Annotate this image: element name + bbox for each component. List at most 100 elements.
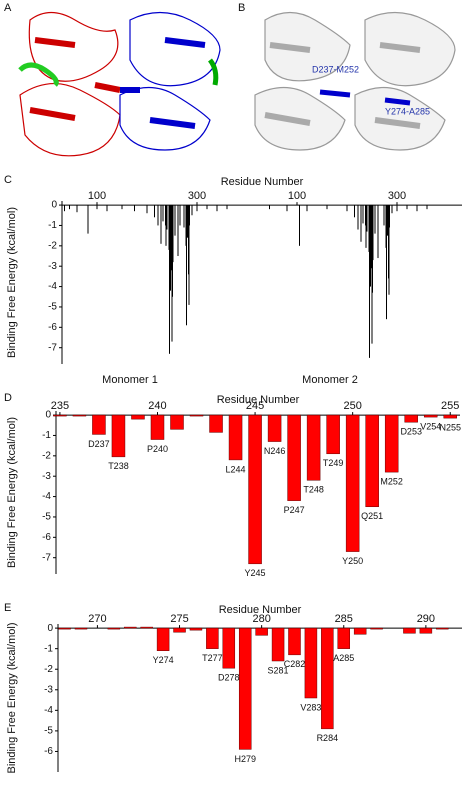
bar-label: N255 (439, 423, 461, 433)
bar (354, 205, 355, 218)
y-tick-label: -1 (48, 220, 57, 231)
x-tick-label: 235 (51, 400, 69, 412)
annotation: Monomer 2 (302, 374, 358, 386)
bar-label: Y274 (153, 655, 174, 665)
x-tick-label: 245 (246, 400, 264, 412)
bar (337, 627, 351, 649)
bar (156, 627, 170, 651)
bar (388, 205, 390, 295)
bar (96, 205, 98, 210)
bar (360, 205, 362, 242)
y-tick-label: -3 (48, 261, 57, 272)
bar-label: Y245 (245, 568, 266, 578)
bar (179, 205, 181, 226)
bar (238, 627, 252, 750)
bar (206, 627, 219, 649)
bar (134, 205, 135, 212)
bar-label: P240 (147, 444, 168, 454)
panel-label: B (238, 2, 245, 14)
x-tick-label: 255 (441, 400, 459, 412)
y-axis-label: Binding Free Energy (kcal/mol) (6, 622, 18, 773)
bar-label: L244 (226, 464, 246, 474)
x-tick-label: 300 (188, 190, 206, 202)
bar (306, 205, 308, 212)
x-tick-label: 250 (343, 400, 361, 412)
bar (304, 627, 318, 699)
bar (177, 205, 179, 257)
bar (64, 205, 65, 212)
bar (186, 205, 187, 326)
bar (345, 414, 360, 552)
bar (92, 414, 106, 435)
bar (74, 627, 88, 630)
bar-label: D253 (400, 427, 422, 437)
structure-a (18, 11, 221, 157)
bar-label: R284 (317, 733, 339, 743)
bar (374, 205, 376, 234)
x-tick-label: 300 (388, 190, 406, 202)
bar (228, 414, 243, 461)
y-tick-label: -7 (42, 552, 51, 563)
bar (189, 414, 204, 417)
y-tick-label: -6 (44, 746, 53, 757)
bar (365, 205, 367, 248)
y-tick-label: -7 (48, 342, 57, 353)
y-tick-label: -6 (48, 322, 57, 333)
y-tick-label: 0 (45, 410, 51, 421)
bar-label: V254 (420, 421, 441, 431)
bar (370, 627, 383, 630)
bar (416, 205, 418, 212)
bar (146, 205, 148, 214)
bar (372, 205, 374, 261)
bar (222, 627, 236, 669)
bar (267, 414, 282, 442)
bar (353, 627, 367, 635)
bar (140, 626, 153, 629)
bar (189, 627, 203, 631)
bar-label: V283 (300, 702, 321, 712)
bar-label: Q251 (361, 511, 383, 521)
bar-label: T277 (202, 653, 223, 663)
y-tick-label: -4 (48, 281, 57, 292)
bar (443, 414, 457, 419)
bar (426, 205, 428, 210)
bar (189, 205, 190, 226)
bar (403, 627, 416, 634)
y-tick-label: 0 (47, 623, 53, 634)
bar (396, 205, 398, 212)
bar-label: A285 (333, 653, 354, 663)
bar-label: D237 (88, 439, 110, 449)
bar (166, 205, 168, 230)
x-tick-label: 240 (148, 400, 166, 412)
bar-label: T238 (108, 461, 129, 471)
bar (76, 205, 78, 213)
bar (391, 205, 393, 214)
bar (216, 205, 218, 212)
x-tick-label: 285 (335, 613, 353, 625)
bar (107, 627, 121, 630)
bar (206, 205, 208, 210)
bar (154, 205, 155, 218)
bar (326, 205, 328, 210)
bar-label: N246 (264, 446, 286, 456)
y-axis-label: Binding Free Energy (kcal/mol) (6, 207, 18, 358)
bar (419, 627, 433, 634)
bar (287, 414, 301, 501)
bar (404, 414, 418, 423)
bar (72, 414, 87, 417)
bar (286, 205, 288, 212)
y-tick-label: -4 (42, 491, 51, 502)
axis-title: Residue Number (217, 394, 300, 406)
x-tick-label: 100 (88, 190, 106, 202)
x-tick-label: 270 (88, 613, 106, 625)
bar (150, 414, 165, 440)
bar-label: S281 (268, 665, 289, 675)
bar-label: D278 (218, 673, 240, 683)
panel-label: C (4, 174, 12, 186)
region-label: Y274-A285 (385, 106, 430, 116)
bar-label: C282 (284, 659, 306, 669)
bar (162, 205, 164, 222)
y-tick-label: -3 (44, 684, 53, 695)
bar (124, 626, 137, 629)
